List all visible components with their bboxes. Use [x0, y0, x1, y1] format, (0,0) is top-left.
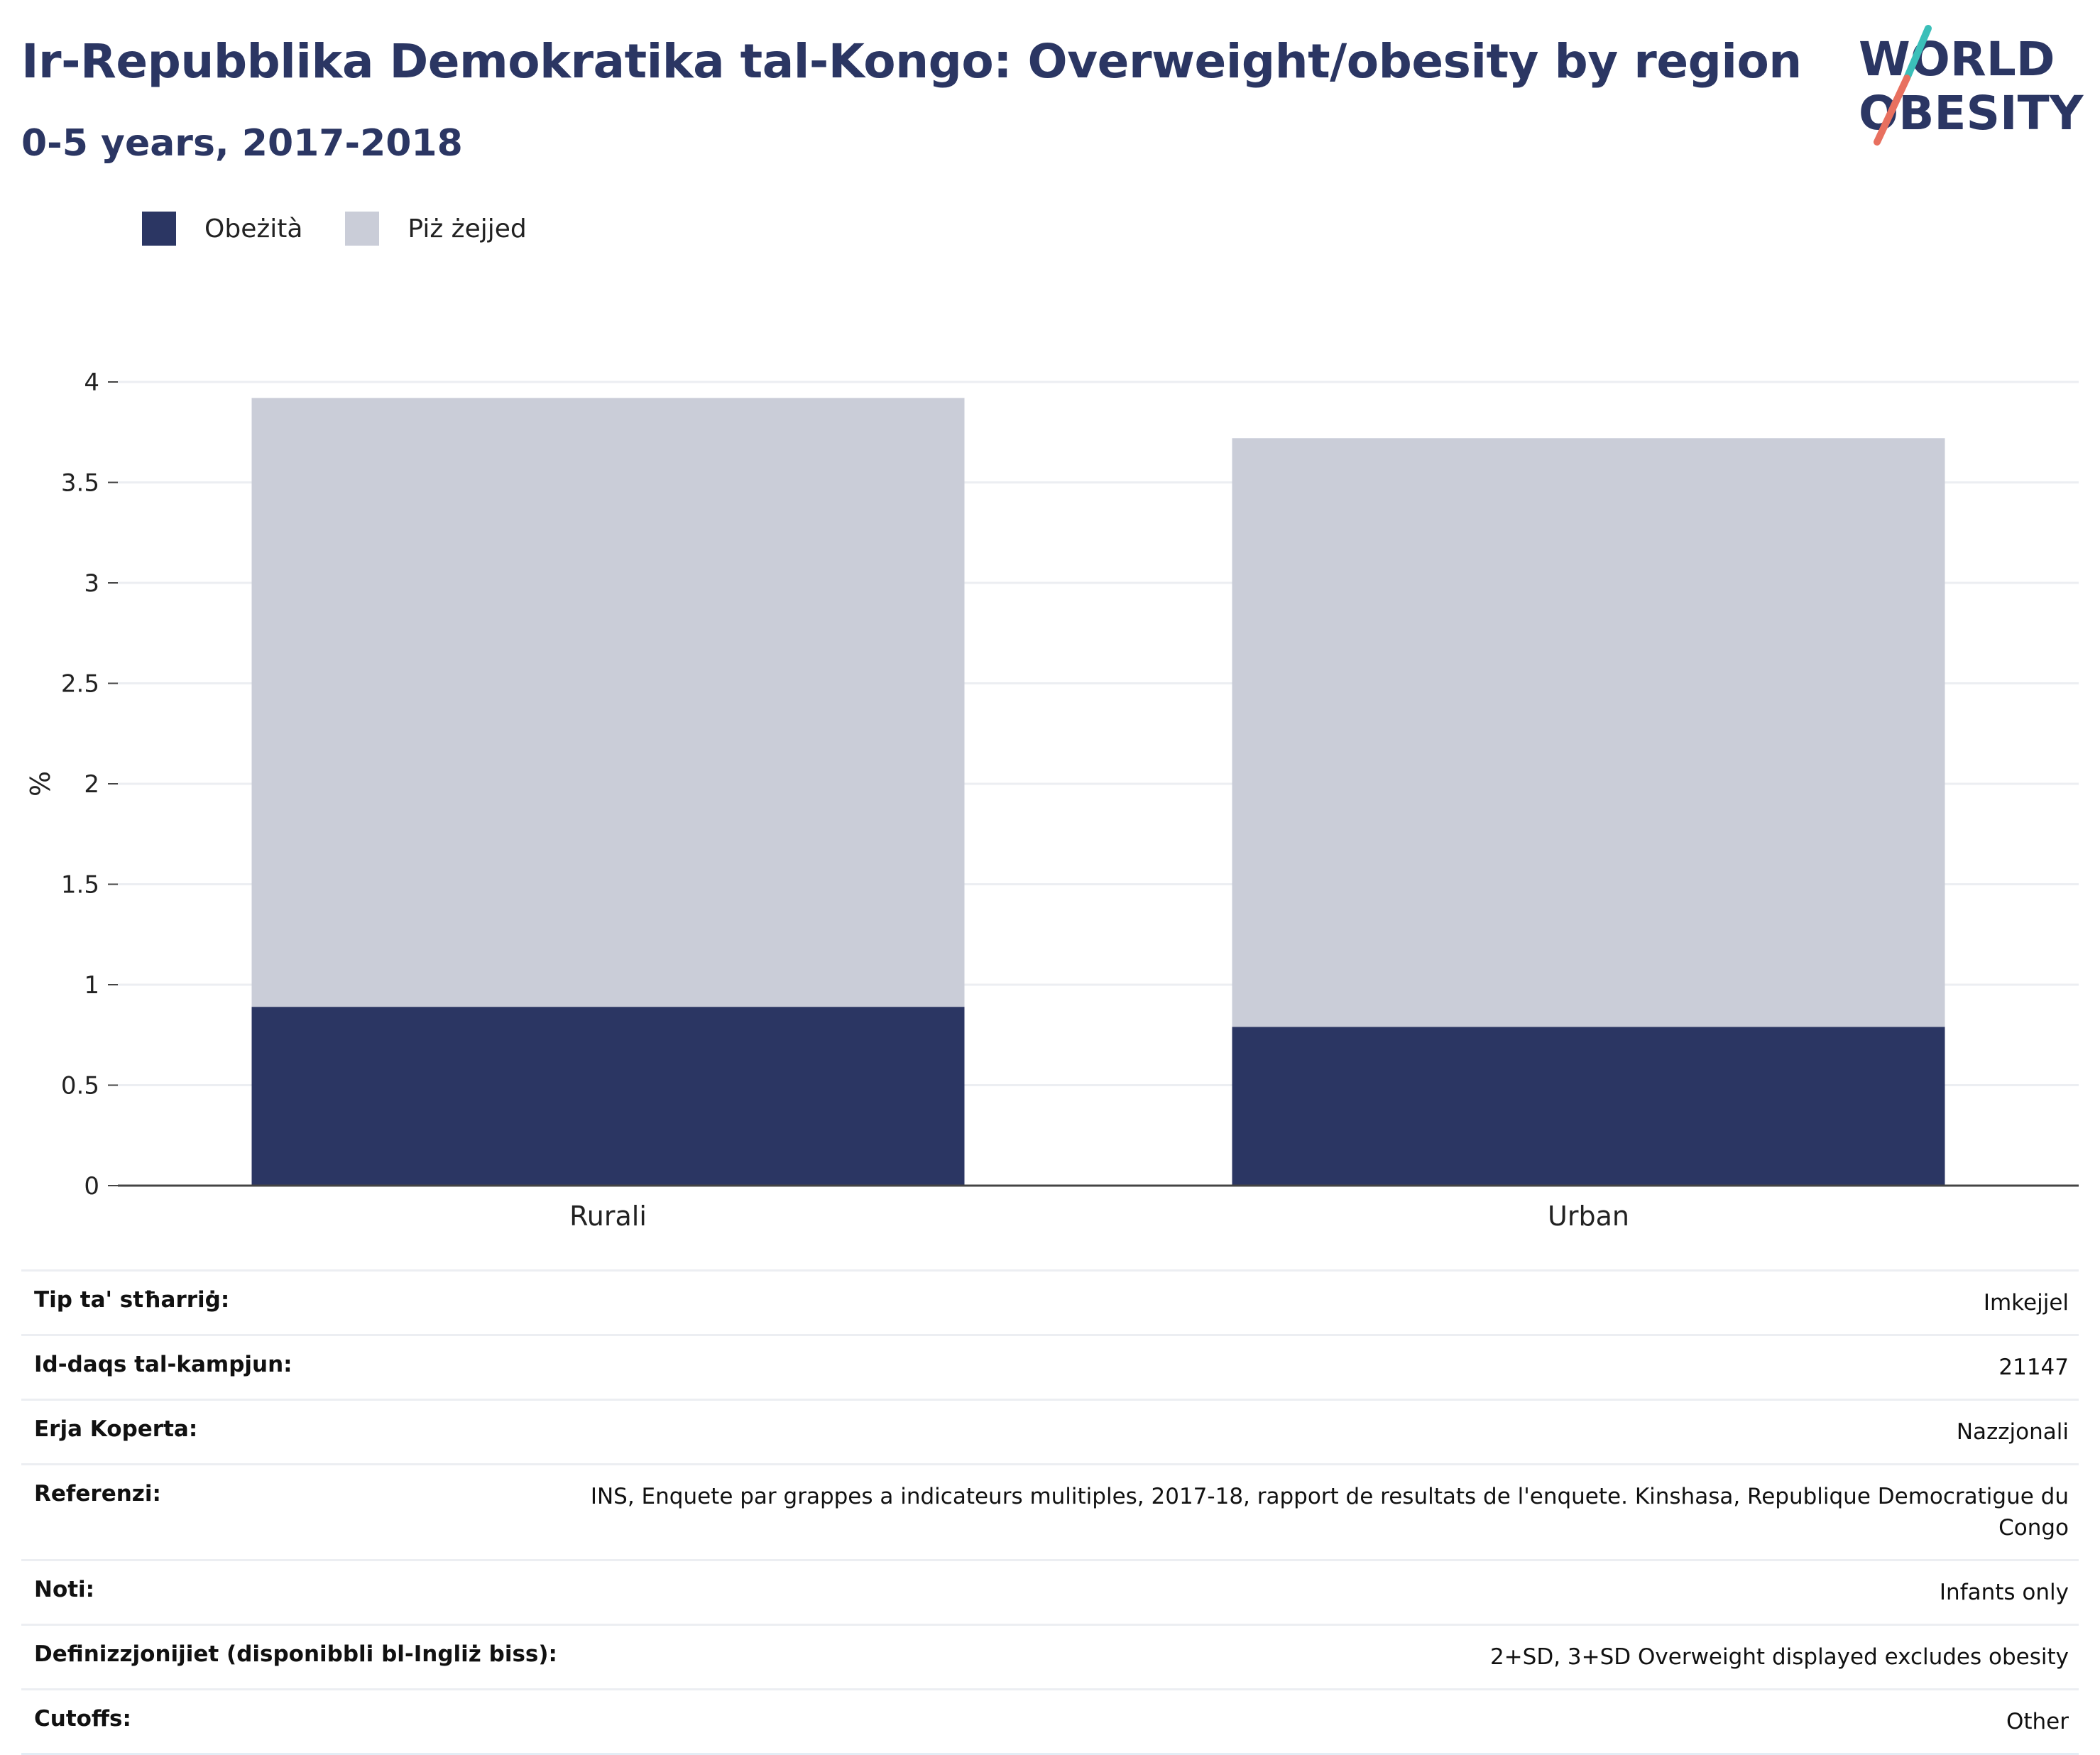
bar-segment[interactable]: [251, 398, 965, 1007]
info-row: Erja Koperta: Nazzjonali: [21, 1399, 2079, 1465]
y-axis-label: %: [25, 771, 56, 797]
info-label: Noti:: [34, 1577, 95, 1602]
info-label: Referenzi:: [34, 1481, 161, 1507]
y-tick-label: 0.5: [61, 1072, 99, 1100]
bar-segment[interactable]: [251, 1007, 965, 1186]
info-value: Imkejjel: [1983, 1290, 2069, 1316]
y-tick-label: 2.5: [61, 670, 99, 699]
info-value: INS, Enquete par grappes a indicateurs m…: [590, 1484, 2069, 1541]
info-value: Other: [2006, 1709, 2069, 1734]
info-row: Noti: Infants only: [21, 1560, 2079, 1625]
info-row: Referenzi: INS, Enquete par grappes a ind…: [21, 1464, 2079, 1560]
info-value: 2+SD, 3+SD Overweight displayed excludes…: [1489, 1644, 2069, 1670]
x-tick-label: Rurali: [569, 1201, 647, 1232]
bar-segment[interactable]: [1232, 438, 1945, 1027]
info-label: Id-daqs tal-kampjun:: [34, 1352, 292, 1377]
legend-label-obesity: Obeżità: [204, 214, 303, 244]
legend-swatch-obesity: [142, 212, 176, 246]
info-row: Cutoffs: Other: [21, 1689, 2079, 1754]
y-tick-label: 1: [84, 971, 99, 1000]
world-obesity-logo: WORLD OBESITY: [1859, 25, 2084, 146]
stacked-bar-chart: 0 0.5 1 1.5 2 2.5 3 3.5 4% Rurali Urban: [25, 368, 2079, 1232]
info-label: Cutoffs:: [34, 1706, 131, 1732]
info-row: Id-daqs tal-kampjun: 21147: [21, 1335, 2079, 1400]
info-value: Nazzjonali: [1956, 1419, 2069, 1445]
info-label: Tip ta' stħarriġ:: [34, 1287, 230, 1313]
logo-slash-top: [1903, 25, 1932, 82]
y-tick-label: 3: [84, 569, 99, 598]
chart-title: Ir-Repubblika Demokratika tal-Kongo: Ove…: [21, 34, 1802, 89]
info-value: 21147: [1998, 1355, 2069, 1380]
legend-label-overweight: Piż żejjed: [408, 214, 527, 244]
logo-text-line1: WORLD: [1859, 32, 2055, 87]
y-tick-label: 0: [84, 1172, 99, 1201]
legend-item-overweight[interactable]: Piż żejjed: [345, 212, 527, 246]
info-label: Erja Koperta:: [34, 1416, 198, 1442]
x-tick-label: Urban: [1548, 1201, 1629, 1232]
logo-slash-bottom: [1874, 75, 1910, 146]
info-row: Tip ta' stħarriġ: Imkejjel: [21, 1270, 2079, 1335]
info-value: Infants only: [1939, 1580, 2069, 1605]
y-tick-label: 4: [84, 368, 99, 397]
chart-legend: Obeżità Piż żejjed: [142, 212, 569, 246]
info-row: Definizzjonijiet (disponibbli bl-Ingliż …: [21, 1624, 2079, 1690]
y-tick-label: 3.5: [61, 469, 99, 498]
legend-swatch-overweight: [345, 212, 380, 246]
y-tick-label: 1.5: [61, 871, 99, 900]
bar-segment[interactable]: [1232, 1027, 1945, 1186]
info-label: Definizzjonijiet (disponibbli bl-Ingliż …: [34, 1641, 557, 1667]
chart-subtitle: 0-5 years, 2017-2018: [21, 122, 463, 165]
survey-info-table: Tip ta' stħarriġ: Imkejjel Id-daqs tal-kam…: [21, 1269, 2079, 1755]
legend-item-obesity[interactable]: Obeżità: [142, 212, 302, 246]
y-tick-label: 2: [84, 770, 99, 799]
